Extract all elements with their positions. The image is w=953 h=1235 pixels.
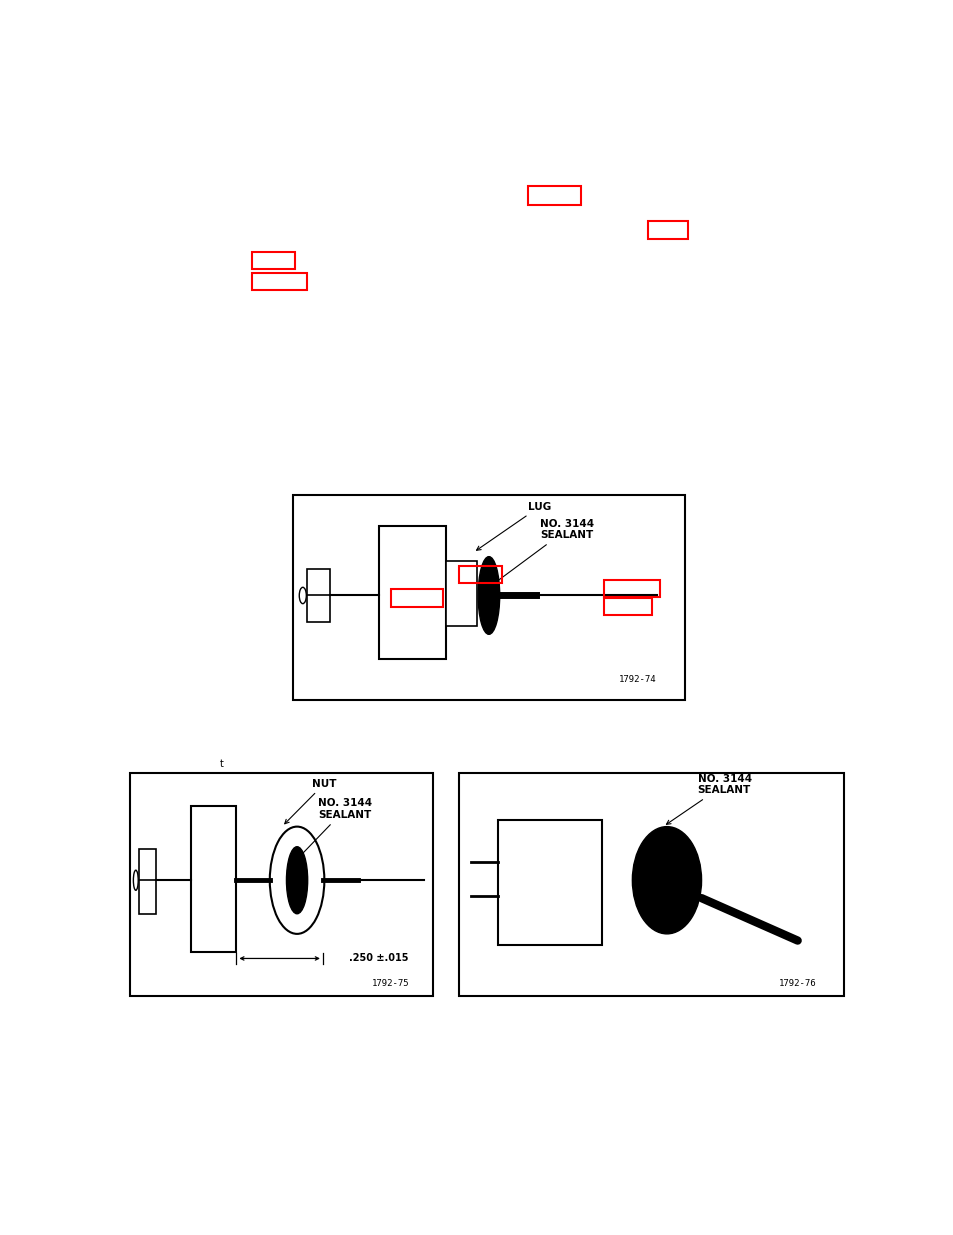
- Bar: [528, 186, 580, 205]
- Bar: [252, 252, 294, 269]
- Ellipse shape: [270, 826, 324, 934]
- Bar: [131, 773, 433, 997]
- Ellipse shape: [477, 557, 499, 635]
- Text: LUG: LUG: [476, 501, 551, 551]
- Bar: [139, 848, 156, 914]
- Bar: [293, 495, 684, 700]
- Text: NUT: NUT: [284, 778, 336, 824]
- Bar: [252, 273, 307, 290]
- Text: NO. 3144
SEALANT: NO. 3144 SEALANT: [296, 798, 372, 860]
- Ellipse shape: [299, 588, 306, 604]
- Bar: [497, 820, 601, 945]
- Bar: [459, 773, 843, 997]
- Bar: [391, 589, 442, 606]
- Text: 1792-74: 1792-74: [618, 674, 656, 684]
- Bar: [307, 569, 330, 622]
- Bar: [603, 598, 651, 615]
- Text: NO. 3144
SEALANT: NO. 3144 SEALANT: [492, 519, 594, 585]
- Bar: [191, 806, 236, 952]
- Text: t: t: [219, 760, 223, 769]
- Bar: [445, 561, 476, 626]
- Text: .250 ±.015: .250 ±.015: [348, 953, 408, 963]
- Text: NO. 3144
SEALANT: NO. 3144 SEALANT: [666, 773, 751, 824]
- Ellipse shape: [286, 847, 308, 914]
- Ellipse shape: [133, 871, 138, 890]
- Text: 1792-75: 1792-75: [372, 978, 410, 988]
- Ellipse shape: [632, 826, 700, 934]
- Bar: [647, 221, 687, 238]
- Bar: [603, 580, 659, 597]
- Text: 1792-76: 1792-76: [778, 978, 816, 988]
- Bar: [378, 526, 445, 658]
- Bar: [459, 566, 501, 583]
